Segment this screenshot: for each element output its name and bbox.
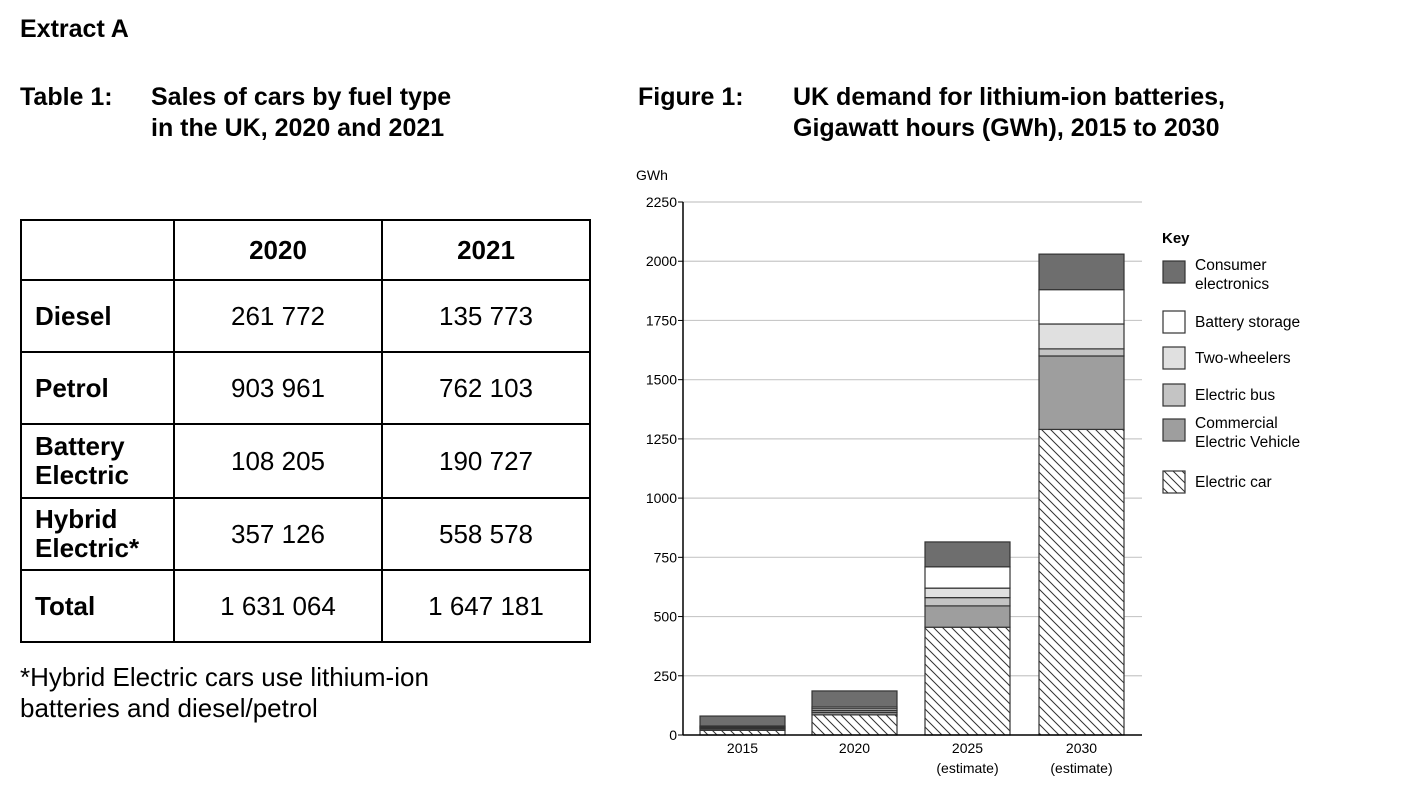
legend-label: Electric Vehicle (1195, 434, 1300, 451)
extract-title: Extract A (20, 15, 129, 43)
bar-segment (924, 626, 1011, 736)
table-label: Table 1: (20, 83, 113, 111)
y-tick-label: 500 (654, 609, 678, 625)
col-2020: 2020 (173, 219, 383, 281)
x-tick-sublabel: (estimate) (1050, 760, 1112, 776)
sales-table: 2020 2021 Diesel 261 772 135 773 Petrol 903 … (20, 219, 591, 643)
y-tick-label: 1000 (646, 490, 677, 506)
legend-label: Consumer (1195, 257, 1267, 274)
bar-segment (924, 587, 1011, 599)
y-tick-label: 1750 (646, 312, 677, 328)
bar-segment (924, 566, 1011, 589)
table-row: Hybrid Electric* 357 126 558 578 (20, 497, 591, 571)
legend-label: Battery storage (1195, 314, 1300, 331)
legend-swatch (1162, 383, 1186, 407)
y-tick-label: 250 (654, 668, 678, 684)
bar-segment (811, 714, 898, 736)
legend-swatch (1162, 260, 1186, 284)
x-tick-label: 2030 (1066, 740, 1097, 756)
bar-segment (1038, 323, 1125, 350)
bar-segment (1038, 253, 1125, 291)
legend-label: electronics (1195, 276, 1269, 293)
bar-segment (1038, 355, 1125, 431)
legend-swatch (1162, 310, 1186, 334)
legend-swatch (1162, 470, 1186, 494)
y-tick-label: 1250 (646, 431, 677, 447)
x-tick-sublabel: (estimate) (936, 760, 998, 776)
figure-title: UK demand for lithium-ion batteries, Giga… (793, 83, 1225, 142)
legend-label: Commercial (1195, 415, 1278, 432)
bar-segment (924, 597, 1011, 607)
legend-label: Electric bus (1195, 387, 1275, 404)
col-2021: 2021 (381, 219, 591, 281)
bar-segment (811, 690, 898, 708)
bar-segment (924, 605, 1011, 628)
table-row: Total 1 631 064 1 647 181 (20, 569, 591, 643)
y-tick-label: 750 (654, 549, 678, 565)
table-row: Diesel 261 772 135 773 (20, 279, 591, 353)
figure-label: Figure 1: (638, 83, 744, 111)
legend-label: Electric car (1195, 474, 1272, 491)
y-axis-label: GWh (636, 167, 668, 183)
y-tick-label: 2250 (646, 194, 677, 210)
x-tick-label: 2020 (839, 740, 870, 756)
legend-swatch (1162, 346, 1186, 370)
bar-segment (699, 715, 786, 727)
bar-segment (924, 541, 1011, 568)
table-title: Sales of cars by fuel type in the UK, 202… (151, 83, 452, 142)
legend-title: Key (1162, 230, 1190, 247)
x-tick-label: 2025 (952, 740, 983, 756)
table-row: Petrol 903 961 762 103 (20, 351, 591, 425)
y-tick-label: 1500 (646, 372, 677, 388)
table-row: Battery Electric 108 205 190 727 (20, 423, 591, 499)
legend-swatch (1162, 418, 1186, 442)
bar-segment (1038, 428, 1125, 736)
y-tick-label: 0 (669, 727, 677, 743)
bar-segment (1038, 348, 1125, 357)
y-tick-label: 2000 (646, 253, 677, 269)
x-tick-label: 2015 (727, 740, 758, 756)
table-footnote: *Hybrid Electric cars use lithium-ion ba… (20, 662, 429, 723)
legend-label: Two-wheelers (1195, 350, 1291, 367)
bar-segment (1038, 289, 1125, 325)
